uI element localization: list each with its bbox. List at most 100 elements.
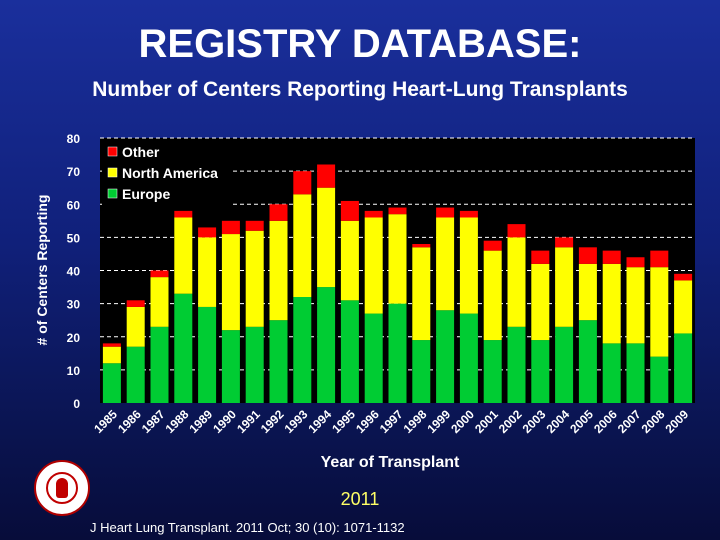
bar-segment-north-america bbox=[174, 217, 193, 294]
x-tick-label: 2002 bbox=[496, 407, 525, 436]
x-axis-label: Year of Transplant bbox=[321, 454, 460, 471]
bar-segment-north-america bbox=[293, 194, 312, 297]
legend-box bbox=[102, 140, 230, 206]
bar-segment-other bbox=[198, 227, 217, 238]
bar-segment-other bbox=[102, 343, 121, 347]
legend-label: Other bbox=[122, 144, 160, 160]
y-tick-label: 60 bbox=[67, 198, 81, 212]
bar-segment-other bbox=[412, 244, 431, 248]
bar-segment-other bbox=[269, 204, 288, 221]
report-year: 2011 bbox=[340, 489, 380, 509]
bar-segment-other bbox=[245, 220, 264, 231]
seal-ring-icon bbox=[46, 472, 78, 504]
x-tick-label: 1991 bbox=[234, 407, 263, 436]
bar-segment-other bbox=[483, 240, 502, 251]
bar-segment-europe bbox=[436, 310, 455, 403]
bar-segment-other bbox=[602, 250, 621, 264]
bar-segment-north-america bbox=[198, 237, 217, 307]
bar-segment-other bbox=[364, 210, 383, 218]
bar-segment-europe bbox=[221, 330, 240, 403]
bar-segment-europe bbox=[412, 340, 431, 403]
bar-segment-north-america bbox=[364, 217, 383, 314]
x-tick-label: 1996 bbox=[353, 407, 382, 436]
bar-segment-north-america bbox=[126, 306, 145, 347]
y-tick-label: 40 bbox=[67, 265, 81, 279]
heart-lung-icon bbox=[56, 478, 68, 498]
bar-segment-north-america bbox=[674, 280, 693, 334]
legend-label: North America bbox=[122, 165, 218, 181]
bar-segment-north-america bbox=[626, 267, 645, 344]
y-tick-label: 70 bbox=[67, 165, 81, 179]
legend-swatch bbox=[107, 167, 118, 178]
bar-segment-north-america bbox=[507, 237, 526, 327]
bar-segment-europe bbox=[626, 343, 645, 403]
ishlt-seal-logo bbox=[34, 460, 90, 516]
bar-segment-north-america bbox=[150, 277, 169, 327]
page-title: REGISTRY DATABASE: bbox=[138, 22, 582, 66]
bar-segment-north-america bbox=[650, 267, 669, 357]
legend-swatch bbox=[107, 188, 118, 199]
bar-segment-europe bbox=[340, 300, 359, 403]
bar-segment-other bbox=[340, 200, 359, 221]
y-axis-label: # of Centers Reporting bbox=[34, 195, 50, 346]
x-axis-ticks: 1985198619871988198919901991199219931994… bbox=[91, 407, 691, 436]
chart-subtitle: Number of Centers Reporting Heart-Lung T… bbox=[92, 78, 628, 101]
legend-label: Europe bbox=[122, 186, 170, 202]
bar-segment-north-america bbox=[531, 263, 550, 341]
bar-segment-other bbox=[578, 247, 597, 264]
x-tick-label: 1994 bbox=[305, 407, 334, 436]
bar-segment-europe bbox=[483, 340, 502, 403]
x-tick-label: 1995 bbox=[329, 407, 358, 436]
bar-segment-europe bbox=[364, 313, 383, 403]
bar-segment-other bbox=[221, 220, 240, 235]
y-tick-label: 50 bbox=[67, 231, 81, 245]
bar-segment-other bbox=[388, 207, 407, 215]
x-tick-label: 1998 bbox=[401, 407, 430, 436]
y-tick-label: 10 bbox=[67, 364, 81, 378]
x-tick-label: 1986 bbox=[115, 407, 144, 436]
bar-segment-north-america bbox=[245, 230, 264, 327]
x-tick-label: 2003 bbox=[520, 407, 549, 436]
x-tick-label: 1999 bbox=[424, 407, 453, 436]
x-tick-label: 1990 bbox=[210, 407, 239, 436]
x-tick-label: 2000 bbox=[448, 407, 477, 436]
y-tick-label: 0 bbox=[73, 397, 80, 411]
bar-segment-north-america bbox=[555, 247, 574, 327]
bar-segment-europe bbox=[388, 303, 407, 403]
bar-segment-other bbox=[174, 210, 193, 218]
x-tick-label: 2005 bbox=[567, 407, 596, 436]
bar-segment-north-america bbox=[436, 217, 455, 311]
bar-segment-other bbox=[674, 273, 693, 281]
bar-segment-other bbox=[626, 257, 645, 268]
x-tick-label: 2001 bbox=[472, 407, 501, 436]
bar-segment-north-america bbox=[102, 346, 121, 364]
bar-segment-other bbox=[531, 250, 550, 264]
x-tick-label: 1985 bbox=[91, 407, 120, 436]
x-tick-label: 1992 bbox=[258, 407, 287, 436]
bar-segment-europe bbox=[459, 313, 478, 403]
legend: Other North America Europe bbox=[102, 140, 230, 206]
bar-segment-europe bbox=[602, 343, 621, 403]
journal-citation: J Heart Lung Transplant. 2011 Oct; 30 (1… bbox=[90, 520, 405, 535]
bar-segment-other bbox=[317, 164, 336, 188]
bar-segment-other bbox=[650, 250, 669, 268]
bar-segment-europe bbox=[674, 333, 693, 403]
bar-segment-europe bbox=[507, 326, 526, 403]
y-axis-ticks: 0 10 20 30 40 50 60 70 80 bbox=[67, 132, 81, 411]
bar-segment-other bbox=[459, 210, 478, 218]
bar-segment-europe bbox=[198, 306, 217, 403]
bar-segment-north-america bbox=[269, 220, 288, 321]
bar-segment-other bbox=[436, 207, 455, 218]
x-tick-label: 1989 bbox=[186, 407, 215, 436]
bar-segment-europe bbox=[150, 326, 169, 403]
bar-segment-europe bbox=[126, 346, 145, 403]
y-tick-label: 30 bbox=[67, 298, 81, 312]
x-tick-label: 2007 bbox=[615, 407, 644, 436]
x-tick-label: 2006 bbox=[591, 407, 620, 436]
bar-segment-europe bbox=[531, 340, 550, 403]
x-tick-label: 1997 bbox=[377, 407, 406, 436]
bar-segment-other bbox=[293, 171, 312, 195]
x-tick-label: 1987 bbox=[139, 407, 168, 436]
bar-segment-north-america bbox=[459, 217, 478, 314]
